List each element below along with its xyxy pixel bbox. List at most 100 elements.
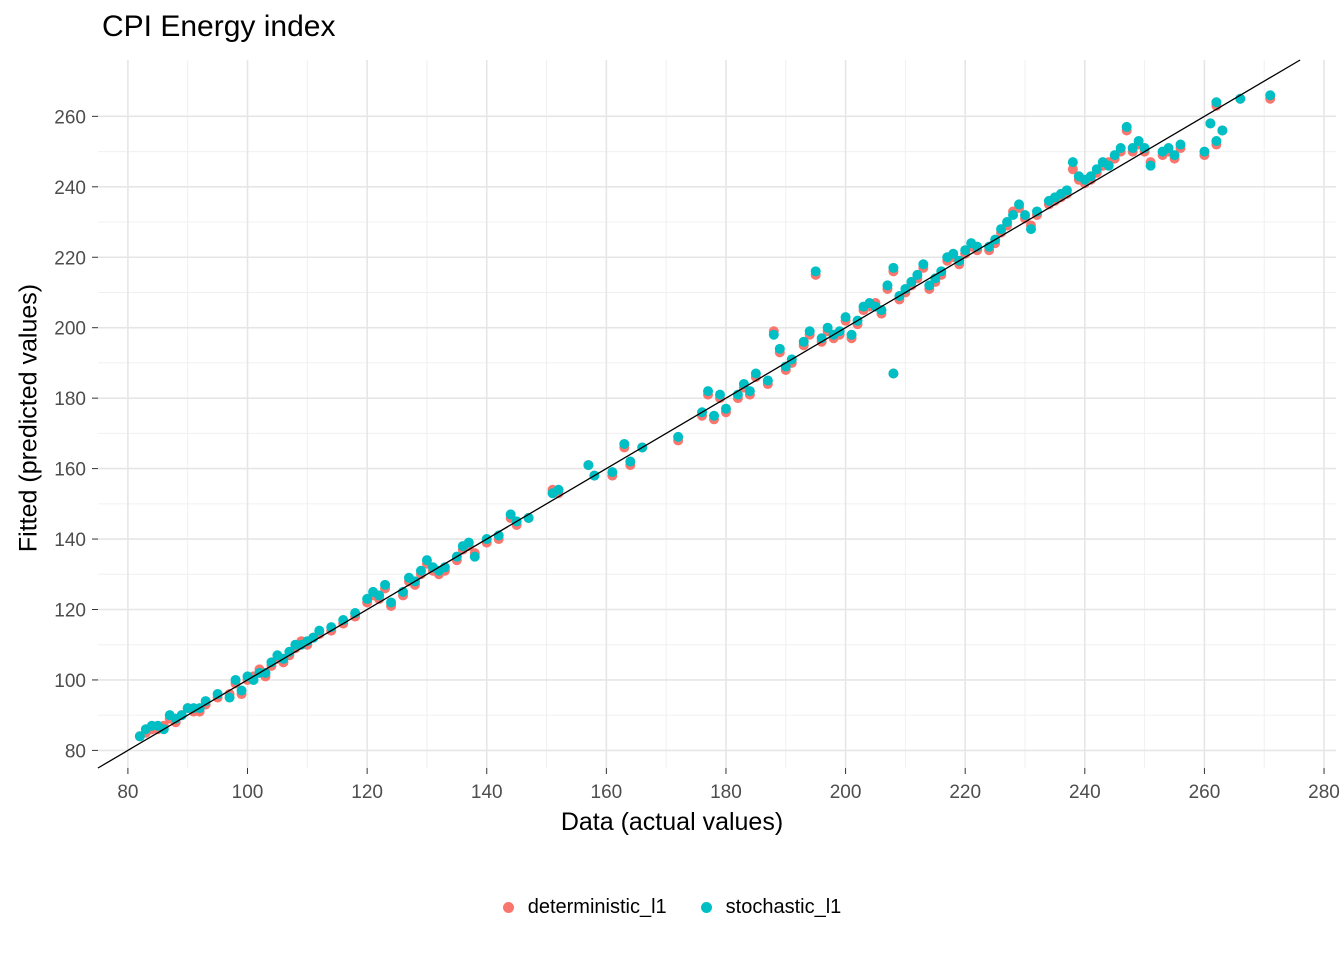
- data-point-stochastic_l1: [744, 386, 755, 397]
- data-point-stochastic_l1: [714, 389, 725, 400]
- data-point-stochastic_l1: [625, 456, 636, 467]
- data-point-stochastic_l1: [463, 537, 474, 548]
- x-tick-label: 120: [351, 782, 383, 803]
- data-point-deterministic_l1: [1067, 164, 1078, 175]
- data-point-stochastic_l1: [1020, 209, 1031, 220]
- legend: deterministic_l1 stochastic_l1: [0, 896, 1344, 919]
- data-point-stochastic_l1: [798, 336, 809, 347]
- reference-line: [97, 59, 1301, 769]
- x-tick-label: 200: [830, 782, 862, 803]
- data-point-stochastic_l1: [314, 625, 325, 636]
- data-point-stochastic_l1: [469, 551, 480, 562]
- data-points: [134, 90, 1276, 742]
- data-point-stochastic_l1: [918, 259, 929, 270]
- data-point-stochastic_l1: [1265, 90, 1276, 101]
- data-point-stochastic_l1: [224, 692, 235, 703]
- data-point-stochastic_l1: [888, 262, 899, 273]
- y-tick-label: 80: [65, 741, 86, 762]
- data-point-stochastic_l1: [1175, 139, 1186, 150]
- legend-item-deterministic: deterministic_l1: [502, 896, 667, 919]
- data-point-stochastic_l1: [1109, 150, 1120, 161]
- data-point-stochastic_l1: [619, 438, 630, 449]
- y-axis-label: Fitted (predicted values): [14, 283, 43, 553]
- x-tick-label: 280: [1308, 782, 1340, 803]
- data-point-stochastic_l1: [750, 368, 761, 379]
- data-point-stochastic_l1: [236, 685, 247, 696]
- data-point-stochastic_l1: [553, 484, 564, 495]
- data-point-stochastic_l1: [888, 368, 899, 379]
- data-point-stochastic_l1: [607, 467, 618, 478]
- data-point-stochastic_l1: [1091, 164, 1102, 175]
- data-point-stochastic_l1: [804, 326, 815, 337]
- x-tick-label: 240: [1069, 782, 1101, 803]
- data-point-stochastic_l1: [386, 597, 397, 608]
- data-point-stochastic_l1: [1014, 199, 1025, 210]
- legend-label-stochastic: stochastic_l1: [725, 896, 842, 918]
- data-point-stochastic_l1: [906, 276, 917, 287]
- data-point-stochastic_l1: [1211, 136, 1222, 147]
- data-point-stochastic_l1: [1127, 143, 1138, 154]
- x-tick-label: 140: [471, 782, 503, 803]
- data-point-stochastic_l1: [583, 460, 594, 471]
- data-point-stochastic_l1: [1085, 171, 1096, 182]
- data-point-stochastic_l1: [822, 322, 833, 333]
- x-axis-label: Data (actual values): [560, 808, 784, 836]
- data-point-stochastic_l1: [996, 224, 1007, 235]
- data-point-stochastic_l1: [1133, 136, 1144, 147]
- data-point-stochastic_l1: [720, 403, 731, 414]
- reference-line-group: [97, 59, 1301, 769]
- y-tick-label: 220: [54, 248, 86, 269]
- y-axis-ticks: 80 100 120 140 160 180 200 220 240 260: [54, 107, 98, 762]
- data-point-stochastic_l1: [912, 269, 923, 280]
- y-tick-label: 200: [54, 319, 86, 340]
- data-point-stochastic_l1: [924, 280, 935, 291]
- data-point-stochastic_l1: [673, 431, 684, 442]
- x-tick-label: 220: [949, 782, 981, 803]
- data-point-stochastic_l1: [1103, 160, 1114, 171]
- data-point-stochastic_l1: [362, 593, 373, 604]
- data-point-stochastic_l1: [709, 410, 720, 421]
- data-point-stochastic_l1: [1025, 224, 1036, 235]
- data-point-stochastic_l1: [960, 245, 971, 256]
- data-point-stochastic_l1: [1002, 217, 1013, 228]
- data-point-stochastic_l1: [810, 266, 821, 277]
- y-tick-label: 260: [54, 107, 86, 128]
- data-point-stochastic_l1: [1145, 160, 1156, 171]
- y-tick-label: 180: [54, 389, 86, 410]
- y-tick-label: 100: [54, 671, 86, 692]
- data-point-stochastic_l1: [774, 343, 785, 354]
- data-point-stochastic_l1: [1169, 150, 1180, 161]
- x-tick-label: 100: [232, 782, 264, 803]
- data-point-stochastic_l1: [703, 386, 714, 397]
- x-tick-label: 160: [591, 782, 623, 803]
- data-point-stochastic_l1: [380, 579, 391, 590]
- data-point-stochastic_l1: [134, 731, 145, 742]
- data-point-stochastic_l1: [1008, 209, 1019, 220]
- data-point-stochastic_l1: [1211, 97, 1222, 108]
- data-point-stochastic_l1: [1217, 125, 1228, 136]
- data-point-stochastic_l1: [230, 674, 241, 685]
- chart-title: CPI Energy index: [102, 10, 336, 43]
- data-point-stochastic_l1: [421, 555, 432, 566]
- data-point-stochastic_l1: [1061, 185, 1072, 196]
- y-tick-label: 120: [54, 600, 86, 621]
- data-point-stochastic_l1: [374, 590, 385, 601]
- data-point-stochastic_l1: [1205, 118, 1216, 129]
- data-point-stochastic_l1: [505, 509, 516, 520]
- data-point-stochastic_l1: [762, 375, 773, 386]
- legend-item-stochastic: stochastic_l1: [700, 896, 842, 919]
- data-point-stochastic_l1: [1067, 157, 1078, 168]
- data-point-stochastic_l1: [1199, 146, 1210, 157]
- data-point-stochastic_l1: [840, 312, 851, 323]
- x-axis-ticks: 80 100 120 140 160 180 200 220 240 260 280: [117, 768, 1340, 803]
- data-point-stochastic_l1: [882, 280, 893, 291]
- legend-marker-deterministic: [502, 902, 514, 913]
- data-point-stochastic_l1: [846, 329, 857, 340]
- x-tick-label: 260: [1189, 782, 1221, 803]
- x-tick-label: 180: [710, 782, 742, 803]
- legend-label-deterministic: deterministic_l1: [527, 896, 667, 918]
- x-tick-label: 80: [117, 782, 138, 803]
- data-point-stochastic_l1: [768, 329, 779, 340]
